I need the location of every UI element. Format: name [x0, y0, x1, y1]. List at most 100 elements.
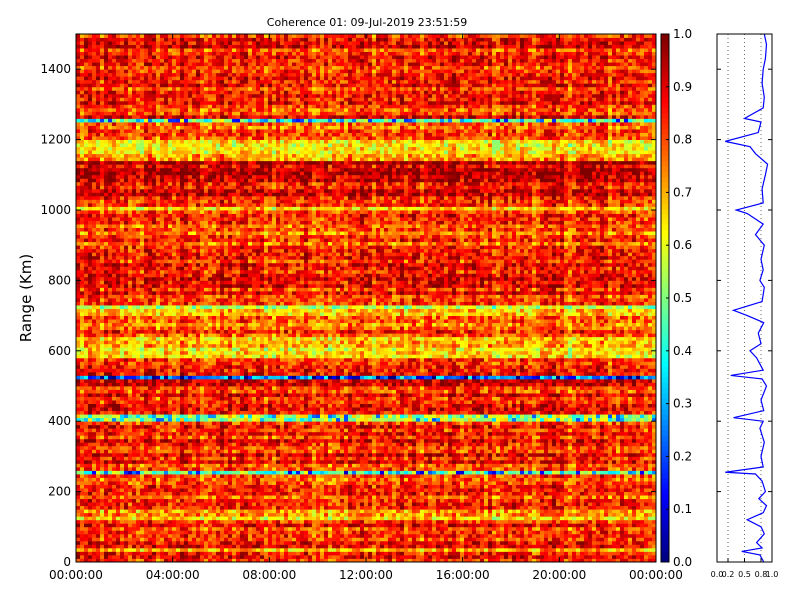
heatmap-cell: [388, 481, 393, 485]
heatmap-cell: [152, 456, 157, 461]
heatmap-cell: [632, 547, 637, 552]
heatmap-cell: [264, 481, 269, 485]
heatmap-cell: [172, 526, 177, 531]
heatmap-cell: [240, 551, 245, 556]
heatmap-cell: [612, 551, 617, 556]
heatmap-cell: [200, 498, 205, 503]
heatmap-cell: [328, 459, 333, 464]
heatmap-cell: [540, 505, 545, 510]
heatmap-cell: [172, 477, 177, 482]
heatmap-cell: [128, 438, 133, 443]
heatmap-cell: [248, 558, 253, 563]
heatmap-cell: [504, 551, 509, 556]
heatmap-cell: [80, 484, 85, 489]
heatmap-cell: [648, 495, 653, 500]
heatmap-cell: [112, 523, 117, 528]
heatmap-cell: [236, 530, 241, 535]
heatmap-cell: [300, 470, 305, 475]
heatmap-cell: [124, 509, 129, 514]
heatmap-cell: [436, 491, 441, 496]
heatmap-cell: [352, 442, 357, 447]
heatmap-cell: [560, 449, 565, 454]
heatmap-cell: [248, 509, 253, 514]
heatmap-cell: [384, 505, 389, 510]
heatmap-cell: [172, 442, 177, 447]
heatmap-cell: [420, 463, 425, 468]
heatmap-cell: [208, 477, 213, 482]
heatmap-cell: [268, 502, 273, 507]
heatmap-cell: [336, 466, 341, 471]
heatmap-cell: [544, 533, 549, 538]
heatmap-cell: [88, 544, 93, 549]
heatmap-cell: [212, 509, 217, 514]
heatmap-cell: [236, 551, 241, 556]
heatmap-cell: [292, 484, 297, 489]
heatmap-cell: [380, 558, 385, 563]
heatmap-cell: [104, 537, 109, 542]
heatmap-cell: [132, 554, 137, 559]
heatmap-cell: [220, 516, 225, 521]
heatmap-cell: [300, 558, 305, 563]
heatmap-cell: [452, 519, 457, 524]
heatmap-cell: [448, 547, 453, 552]
heatmap-cell: [536, 445, 541, 450]
heatmap-cell: [176, 558, 181, 563]
heatmap-cell: [556, 540, 561, 545]
heatmap-cell: [524, 484, 529, 489]
heatmap-cell: [104, 488, 109, 492]
heatmap-cell: [392, 516, 397, 521]
heatmap-cell: [204, 488, 209, 492]
heatmap-cell: [368, 470, 373, 475]
heatmap-cell: [524, 544, 529, 549]
heatmap-cell: [228, 481, 233, 485]
heatmap-cell: [516, 540, 521, 545]
heatmap-cell: [356, 474, 361, 478]
heatmap-cell: [220, 470, 225, 475]
heatmap-cell: [88, 509, 93, 514]
heatmap-cell: [620, 463, 625, 468]
heatmap-cell: [224, 484, 229, 489]
heatmap-cell: [264, 502, 269, 507]
heatmap-cell: [112, 474, 117, 478]
heatmap-cell: [316, 442, 321, 447]
heatmap-cell: [504, 459, 509, 464]
heatmap-cell: [340, 558, 345, 563]
heatmap-cell: [496, 463, 501, 468]
heatmap-cell: [144, 466, 149, 471]
heatmap-cell: [164, 445, 169, 450]
heatmap-cell: [520, 502, 525, 507]
heatmap-cell: [412, 491, 417, 496]
heatmap-cell: [172, 558, 177, 563]
heatmap-cell: [152, 463, 157, 468]
heatmap-cell: [188, 495, 193, 500]
heatmap-cell: [332, 540, 337, 545]
heatmap-cell: [280, 484, 285, 489]
heatmap-cell: [336, 470, 341, 475]
heatmap-cell: [512, 551, 517, 556]
heatmap-cell: [400, 456, 405, 461]
heatmap-cell: [628, 491, 633, 496]
heatmap-cell: [148, 474, 153, 478]
heatmap-cell: [484, 452, 489, 457]
heatmap-cell: [568, 491, 573, 496]
heatmap-cell: [88, 519, 93, 524]
heatmap-cell: [644, 547, 649, 552]
heatmap-cell: [276, 537, 281, 542]
heatmap-cell: [168, 488, 173, 492]
heatmap-cell: [452, 498, 457, 503]
heatmap-cell: [252, 442, 257, 447]
heatmap-cell: [592, 498, 597, 503]
heatmap-cell: [412, 502, 417, 507]
heatmap-cell: [108, 456, 113, 461]
heatmap-cell: [560, 491, 565, 496]
heatmap-cell: [196, 481, 201, 485]
heatmap-cell: [140, 526, 145, 531]
heatmap-cell: [524, 516, 529, 521]
heatmap-cell: [308, 537, 313, 542]
heatmap-cell: [272, 452, 277, 457]
heatmap-cell: [648, 466, 653, 471]
heatmap-cell: [336, 519, 341, 524]
heatmap-cell: [424, 442, 429, 447]
heatmap-cell: [484, 533, 489, 538]
heatmap-cell: [504, 463, 509, 468]
